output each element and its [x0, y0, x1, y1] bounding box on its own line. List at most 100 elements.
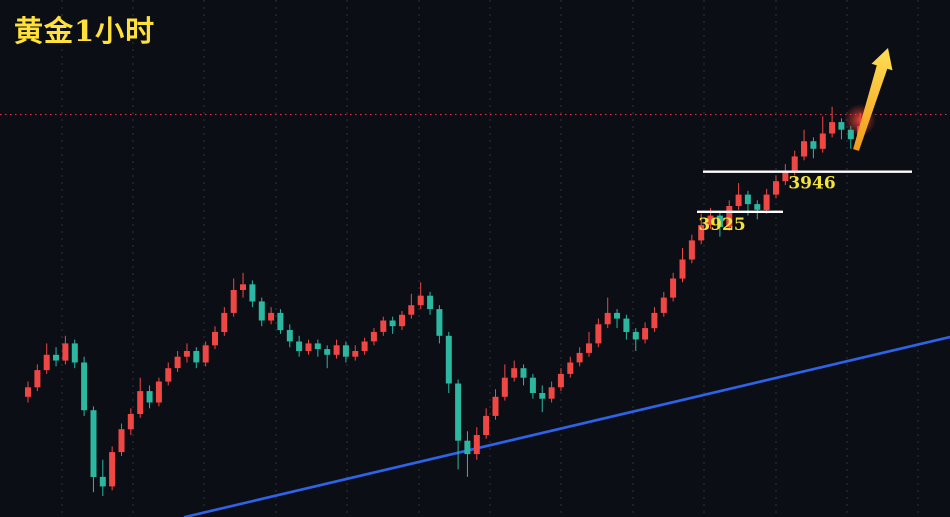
candle [202, 341, 209, 367]
candle-body [333, 345, 340, 355]
candle [773, 175, 779, 199]
candle [408, 293, 415, 319]
candle-body [847, 129, 854, 140]
candle-body [511, 368, 518, 378]
candle-body [698, 225, 705, 241]
candle-body [614, 312, 620, 319]
candle-body [632, 331, 639, 340]
candle [464, 431, 471, 477]
candle-body [240, 284, 246, 290]
candle-body [53, 354, 59, 361]
candle-body [660, 297, 667, 313]
candle [380, 316, 387, 336]
candle-body [193, 351, 200, 363]
candle-body [230, 290, 237, 313]
candle [240, 272, 246, 298]
candle [529, 373, 536, 399]
candle-body [183, 351, 190, 357]
candle [361, 337, 368, 355]
candle-body [483, 415, 490, 435]
candle [595, 318, 602, 348]
candle-body [202, 345, 209, 363]
candle [567, 356, 574, 378]
candle-body [716, 215, 723, 227]
candle [473, 427, 480, 460]
chart-title: 黄金1小时 [14, 14, 156, 48]
candle [43, 343, 50, 374]
candle [286, 324, 293, 348]
candle-body [735, 194, 742, 206]
candle [314, 339, 321, 357]
candle-body [586, 343, 592, 353]
candle-body [137, 391, 144, 414]
candle [838, 118, 845, 140]
candle-body [819, 133, 826, 149]
candle-body [801, 141, 807, 157]
candle [25, 381, 31, 403]
candle [352, 345, 359, 361]
candle-body [651, 312, 658, 329]
candle-body [370, 331, 377, 342]
candle [90, 406, 97, 493]
candle-body [567, 362, 574, 374]
candle-body [99, 476, 106, 487]
candle-body [174, 356, 181, 369]
candle-body [165, 368, 172, 382]
candle-body [520, 368, 527, 378]
candle [642, 322, 649, 344]
candle-body [604, 312, 611, 325]
candle [137, 377, 144, 418]
candle [810, 137, 817, 159]
candle-body [118, 429, 125, 453]
trendline[interactable] [183, 335, 950, 517]
candle-body [670, 278, 677, 298]
candle [53, 347, 59, 367]
candle-body [314, 343, 321, 350]
candle [81, 356, 88, 416]
candle-body [455, 383, 462, 441]
candle-body [352, 351, 359, 357]
candle-body [464, 440, 471, 455]
candle-body [838, 122, 845, 130]
candle-body [305, 343, 312, 351]
candle [623, 314, 630, 340]
candle [399, 311, 405, 330]
candle [520, 364, 527, 386]
candle-body [221, 312, 228, 332]
candle [146, 385, 153, 409]
candle [576, 347, 583, 367]
candle [174, 351, 181, 372]
candle [455, 379, 462, 470]
candle [183, 343, 190, 363]
candle-body [754, 204, 761, 210]
candle-body [361, 341, 368, 351]
candle-body [744, 194, 751, 205]
candle [333, 339, 340, 359]
candle [71, 339, 78, 369]
candle-body [90, 410, 97, 477]
candle-body [109, 452, 116, 487]
up-arrow[interactable] [853, 48, 893, 151]
candle [735, 183, 742, 210]
candle-body [763, 194, 770, 210]
candle-body [529, 377, 536, 393]
candle-body [773, 181, 779, 195]
candle [62, 335, 69, 365]
candle-body [81, 362, 88, 411]
candle [829, 106, 836, 138]
candle-body [548, 387, 555, 399]
candle [165, 362, 172, 386]
candle-body [473, 435, 480, 455]
candle [614, 309, 620, 329]
candle [688, 234, 695, 264]
candle-body [427, 295, 434, 310]
candle [268, 307, 275, 325]
candle [782, 164, 789, 186]
candle-body [212, 331, 218, 346]
candle [342, 341, 349, 363]
candle-body [492, 396, 499, 416]
candle [679, 248, 686, 283]
